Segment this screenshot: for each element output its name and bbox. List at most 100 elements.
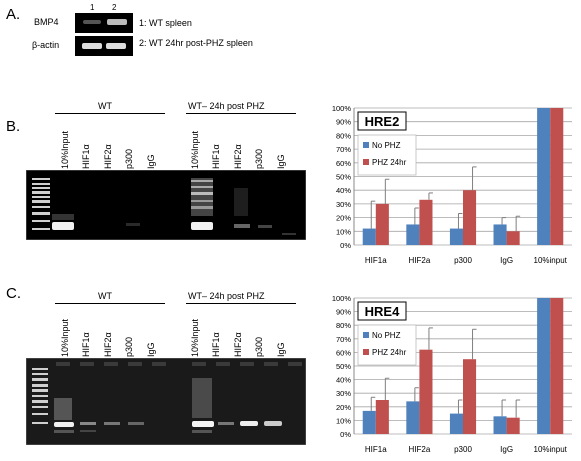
chart-title: HRE2 [365, 114, 400, 129]
y-tick-label: 80% [336, 131, 351, 140]
chart-hre2: 0% 10% 20% 30% 40% 50% 60% 70% 80% 90% 100% HIF1a HI… [332, 104, 572, 265]
x-tick-label: 10%input [534, 445, 568, 454]
lane-label: p300 [254, 336, 264, 357]
lane-label: HIF1α [211, 332, 221, 357]
bar [550, 298, 564, 434]
gel-band [106, 43, 126, 49]
chart-title-box [357, 301, 407, 321]
gel-band [107, 19, 127, 25]
lane-label: 10%Input [190, 318, 200, 357]
ladder-b [32, 178, 50, 230]
bmp4-label: BMP4 [34, 17, 59, 27]
bar [362, 410, 376, 434]
y-tick-label: 100% [332, 104, 352, 113]
lane-label: HIF2α [103, 144, 113, 169]
bar [375, 400, 389, 434]
y-tick-label: 80% [336, 321, 351, 330]
x-tick-label: HIF1a [365, 256, 387, 265]
x-tick-label: 10%input [534, 256, 568, 265]
y-tick-label: 60% [336, 159, 351, 168]
legend-label: PHZ 24hr [372, 348, 407, 357]
lane-label: IgG [146, 154, 156, 169]
lane-label: p300 [124, 148, 134, 169]
lane-label: HIF1α [81, 332, 91, 357]
lane-label: IgG [276, 154, 286, 169]
x-tick-label: IgG [500, 256, 513, 265]
lane-label: HIF2α [233, 332, 243, 357]
x-tick-label: p300 [454, 256, 472, 265]
chart-hre4: 0% 10% 20% 30% 40% 50% 60% 70% 80% 90% 100% HIF1a HI… [332, 294, 572, 454]
y-tick-label: 100% [332, 294, 352, 303]
y-tick-label: 0% [340, 241, 351, 250]
lane-number-2: 2 [112, 3, 117, 12]
lane-label: HIF2α [103, 332, 113, 357]
group-label-phz: WT– 24h post PHZ [188, 101, 265, 111]
group-label-wt: WT [98, 101, 112, 111]
y-tick-label: 90% [336, 308, 351, 317]
legend-box [357, 134, 417, 176]
y-tick-label: 10% [336, 416, 351, 425]
legend-lane-2: 2: WT 24hr post-PHZ spleen [139, 38, 253, 48]
bar [506, 231, 520, 245]
gel-image-c [26, 358, 306, 445]
chart-title-box [357, 111, 407, 131]
legend-box [357, 324, 417, 366]
x-tick-label: HIF1a [365, 445, 387, 454]
group-line-phz [186, 303, 296, 304]
lane-label: p300 [254, 148, 264, 169]
legend-swatch [363, 142, 369, 148]
lane-label: HIF1α [211, 144, 221, 169]
y-tick-label: 20% [336, 214, 351, 223]
legend-lane-1: 1: WT spleen [139, 18, 192, 28]
bar [406, 401, 420, 434]
lane-label: 10%Input [60, 318, 70, 357]
y-tick-label: 30% [336, 200, 351, 209]
legend-swatch [363, 349, 369, 355]
group-label-wt: WT [98, 291, 112, 301]
panel-b-letter: B. [6, 118, 21, 135]
panel-a-letter: A. [6, 6, 21, 23]
lane-label: IgG [276, 342, 286, 357]
group-line-wt [55, 303, 165, 304]
legend-label: No PHZ [372, 331, 401, 340]
bar [537, 298, 551, 434]
bar [375, 203, 389, 245]
bar [449, 228, 463, 245]
x-tick-label: p300 [454, 445, 472, 454]
legend-label: PHZ 24hr [372, 158, 407, 167]
y-tick-label: 40% [336, 186, 351, 195]
bar [419, 199, 433, 245]
y-tick-label: 40% [336, 376, 351, 385]
bmp4-gel [75, 13, 133, 33]
beta-actin-label: β-actin [32, 40, 60, 50]
beta-actin-gel [75, 36, 133, 56]
x-tick-label: HIF2a [409, 256, 431, 265]
chart-title: HRE4 [365, 304, 400, 319]
bar [419, 349, 433, 434]
lane-number-1: 1 [90, 3, 95, 12]
y-tick-label: 60% [336, 348, 351, 357]
gel-band [83, 20, 101, 24]
bar [493, 224, 507, 245]
bar [449, 413, 463, 434]
bar [362, 228, 376, 245]
panel-c-letter: C. [6, 285, 21, 302]
bar [506, 417, 520, 434]
bar [463, 359, 477, 434]
bar [406, 224, 420, 245]
lane-label: p300 [124, 336, 134, 357]
lane-label: HIF1α [81, 144, 91, 169]
legend-swatch [363, 332, 369, 338]
legend-label: No PHZ [372, 141, 401, 150]
y-tick-label: 10% [336, 227, 351, 236]
x-tick-label: IgG [500, 445, 513, 454]
y-tick-label: 50% [336, 173, 351, 182]
y-tick-label: 90% [336, 118, 351, 127]
lane-label: 10%Input [60, 130, 70, 169]
group-label-phz: WT– 24h post PHZ [188, 291, 265, 301]
group-line-wt [55, 113, 165, 114]
y-tick-label: 20% [336, 403, 351, 412]
lane-label: HIF2α [233, 144, 243, 169]
y-tick-label: 50% [336, 362, 351, 371]
group-line-phz [186, 113, 296, 114]
